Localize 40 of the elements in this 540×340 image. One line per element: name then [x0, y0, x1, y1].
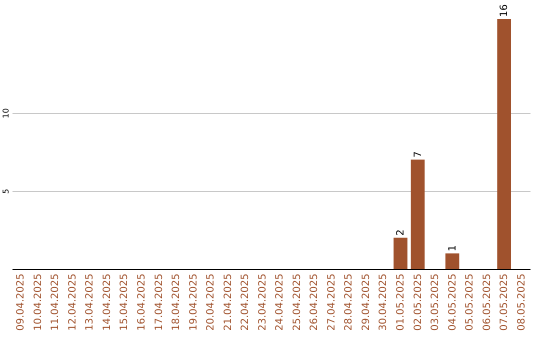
x-tick-label: 10.04.2025 — [32, 274, 44, 331]
data-label: 2 — [396, 229, 406, 236]
x-tick-label: 25.04.2025 — [292, 274, 303, 331]
x-tick-label: 18.04.2025 — [171, 274, 182, 331]
x-tick-label: 16.04.2025 — [136, 274, 148, 331]
data-label: 1 — [447, 245, 458, 252]
x-tick-label: 30.04.2025 — [378, 274, 390, 331]
bar — [394, 238, 408, 269]
x-tick-label: 17.04.2025 — [154, 274, 165, 331]
x-tick-label: 24.04.2025 — [274, 274, 286, 331]
x-tick-label: 21.04.2025 — [222, 274, 234, 331]
x-tick-label: 03.05.2025 — [430, 274, 442, 331]
x-tick-label: 04.05.2025 — [447, 274, 458, 331]
x-tick-label: 20.04.2025 — [206, 274, 217, 331]
x-tick-label: 11.04.2025 — [50, 274, 62, 331]
x-tick-label: 23.04.2025 — [257, 274, 268, 331]
x-tick-label: 08.05.2025 — [516, 274, 528, 331]
x-tick-label: 06.05.2025 — [482, 274, 493, 331]
x-tick-label: 22.04.2025 — [240, 274, 252, 331]
bar — [410, 160, 425, 269]
x-tick-label: 15.04.2025 — [119, 274, 130, 331]
x-tick-label: 29.04.2025 — [360, 274, 372, 331]
x-tick-label: 05.05.2025 — [464, 274, 476, 331]
x-tick-label: 14.04.2025 — [102, 274, 113, 331]
bar — [445, 253, 460, 269]
bar — [497, 19, 512, 269]
data-label: 7 — [412, 151, 424, 158]
data-label: 16 — [499, 4, 510, 17]
x-tick-label: 12.04.2025 — [67, 274, 78, 331]
x-tick-label: 07.05.2025 — [499, 274, 510, 331]
x-tick-label: 27.04.2025 — [326, 274, 338, 331]
x-tick-label: 09.04.2025 — [16, 274, 27, 331]
x-tick-label: 28.04.2025 — [344, 274, 355, 331]
y-tick-label: 10 — [2, 108, 10, 118]
x-tick-label: 26.04.2025 — [309, 274, 320, 331]
x-tick-label: 02.05.2025 — [412, 274, 424, 331]
x-tick-label: 19.04.2025 — [188, 274, 200, 331]
y-tick-label: 5 — [2, 188, 10, 194]
x-tick-label: 13.04.2025 — [84, 274, 96, 331]
x-tick-label: 01.05.2025 — [396, 274, 406, 331]
